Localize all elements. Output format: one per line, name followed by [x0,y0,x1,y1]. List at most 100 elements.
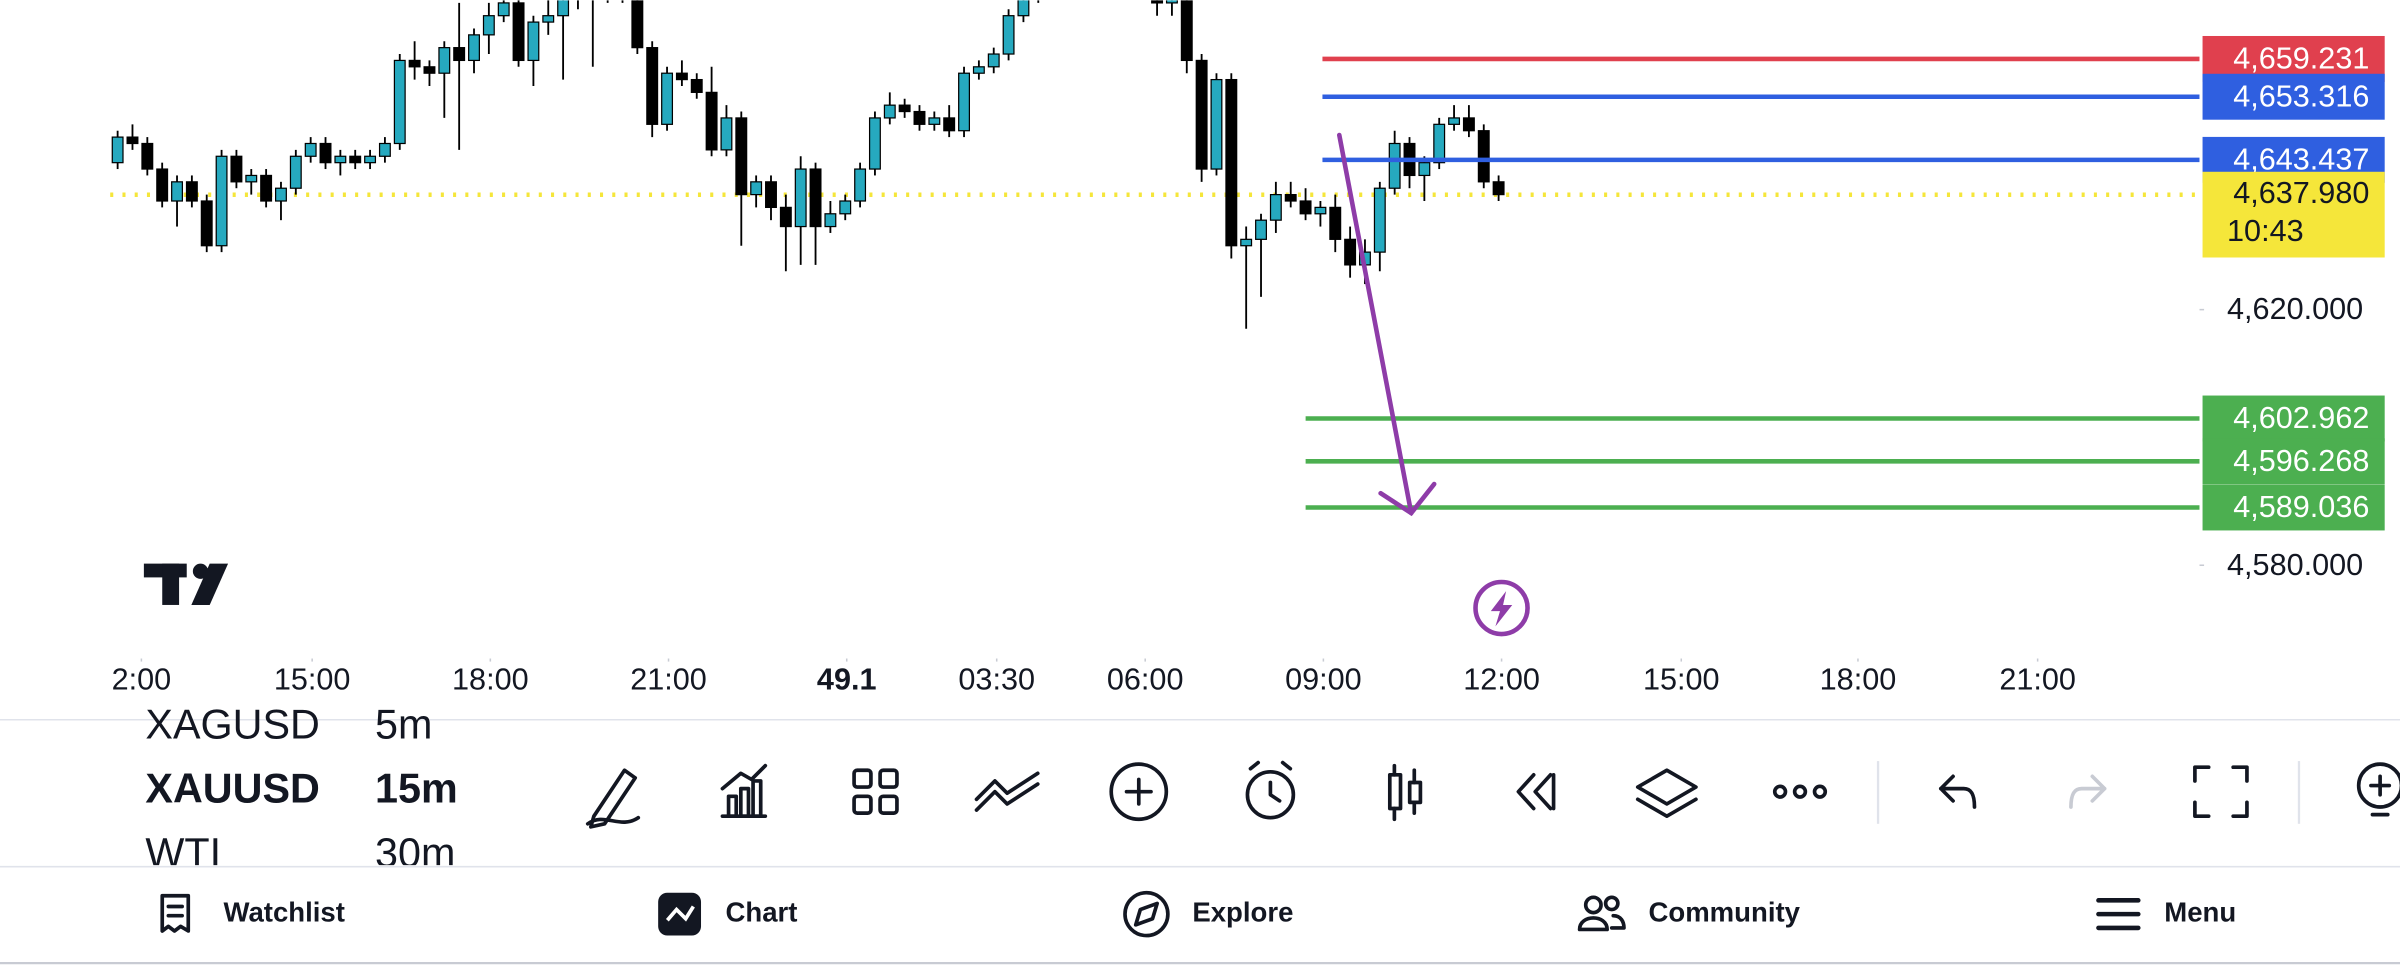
candle-body [215,155,228,247]
price-level-label: 4,653.316 [2233,79,2369,113]
layers-tool[interactable] [1635,768,1698,819]
candle-body [1477,130,1490,183]
candle-body [289,155,302,189]
candle-body [987,53,1000,68]
candle-body [1388,142,1401,189]
last-price-tag [2202,171,2385,258]
candle-body [482,15,495,36]
candle-body [720,117,733,151]
candle-body [705,91,718,151]
candle-body [1448,117,1461,125]
indicators-tool[interactable] [720,763,768,819]
symbol-name: WTI [145,830,221,876]
candle-body [794,168,807,228]
candle-body [824,213,837,228]
candle-body [542,15,555,23]
candle-body [958,72,971,132]
overlay [143,132,1530,637]
candle-body [275,187,287,202]
candle-body [364,155,377,164]
x-tick-label: 18:00 [452,663,529,697]
candle-body [1314,206,1327,215]
candle-body [1462,117,1475,132]
symbol-name: XAUUSD [145,766,319,812]
candle-body [1225,78,1238,247]
nav-item[interactable]: Menu [2164,896,2236,927]
price-level-tag [2202,73,2385,120]
explore-icon [1123,890,1170,938]
candle-body [378,142,391,157]
candle-body [497,2,510,17]
chart-type-tool[interactable] [1387,763,1423,822]
candle-body [453,47,466,62]
candle-body [854,168,867,202]
candle-body [675,72,688,81]
candle-body [393,59,406,145]
candle-body [1210,78,1223,170]
alert-tool[interactable] [1245,760,1296,820]
candle-body [1002,15,1015,55]
menu-icon [2096,898,2141,931]
candle-body [304,142,317,157]
y-tick-label: 4,620.000 [2227,292,2363,326]
candle-body [1255,219,1267,240]
candle-body [141,142,154,170]
candle-body [185,181,198,202]
ideas-button[interactable] [2356,762,2400,817]
draw-tool[interactable] [585,768,641,829]
nav-item[interactable]: Chart [726,896,798,927]
y-tick-label: 4,580.000 [2227,548,2363,582]
chart-icon-line [665,905,695,922]
candle-body [126,136,139,145]
nav-item[interactable]: Community [1648,896,1800,927]
layout-tool[interactable] [852,768,899,815]
candle-body [438,47,451,74]
candle-body [898,104,911,113]
nav-item[interactable]: Watchlist [223,896,344,927]
candle-body [468,34,480,62]
candle-body [408,59,421,68]
x-tick-label: 21:00 [1999,663,2076,697]
candle-body [1284,193,1297,202]
candle-body [839,200,852,215]
x-tick-label: 21:00 [630,663,707,697]
x-tick-label: 15:00 [1643,663,1720,697]
price-level-tag [2202,438,2385,485]
x-tick-label: 06:00 [1107,663,1184,697]
candle-body [735,117,748,196]
add-tool[interactable] [1109,762,1169,822]
toolbar [585,760,2400,829]
x-tick-label: 12:00 [1463,663,1540,697]
symbol-list[interactable]: XAGUSD 5m XAUUSD 15m WTI 30m [145,701,457,876]
candle-body [1373,187,1386,253]
last-price-label: 4,637.980 [2233,176,2369,210]
candle-body [1017,0,1030,17]
symbol-interval: 5m [375,701,432,747]
more-tool[interactable] [1772,784,1828,799]
candle-body [1151,0,1164,4]
x-tick-label: 15:00 [274,663,351,697]
candle-body [349,155,362,164]
x-tick-label: 03:30 [958,663,1035,697]
candle-body [156,168,169,202]
nav-item[interactable]: Explore [1192,896,1293,927]
price-level-tag [2202,395,2385,442]
symbol-name: XAGUSD [145,701,319,747]
undo-button[interactable] [1938,774,1977,809]
lightning-button[interactable] [1473,579,1530,637]
candle-body [868,117,881,170]
candle-body [1240,238,1253,247]
candle-body [1269,193,1282,221]
candle-body [1195,59,1208,170]
price-level-label: 4,596.268 [2233,444,2369,478]
redo-button[interactable] [2069,774,2107,809]
candle-body [1180,0,1193,62]
compare-tool[interactable] [974,771,1040,812]
candle-body [1299,200,1312,215]
arrow-drawing[interactable] [1336,132,1437,517]
fullscreen-button[interactable] [2193,765,2249,819]
replay-tool[interactable] [1516,773,1556,811]
candle-body [765,181,777,209]
candle-body [423,66,436,74]
